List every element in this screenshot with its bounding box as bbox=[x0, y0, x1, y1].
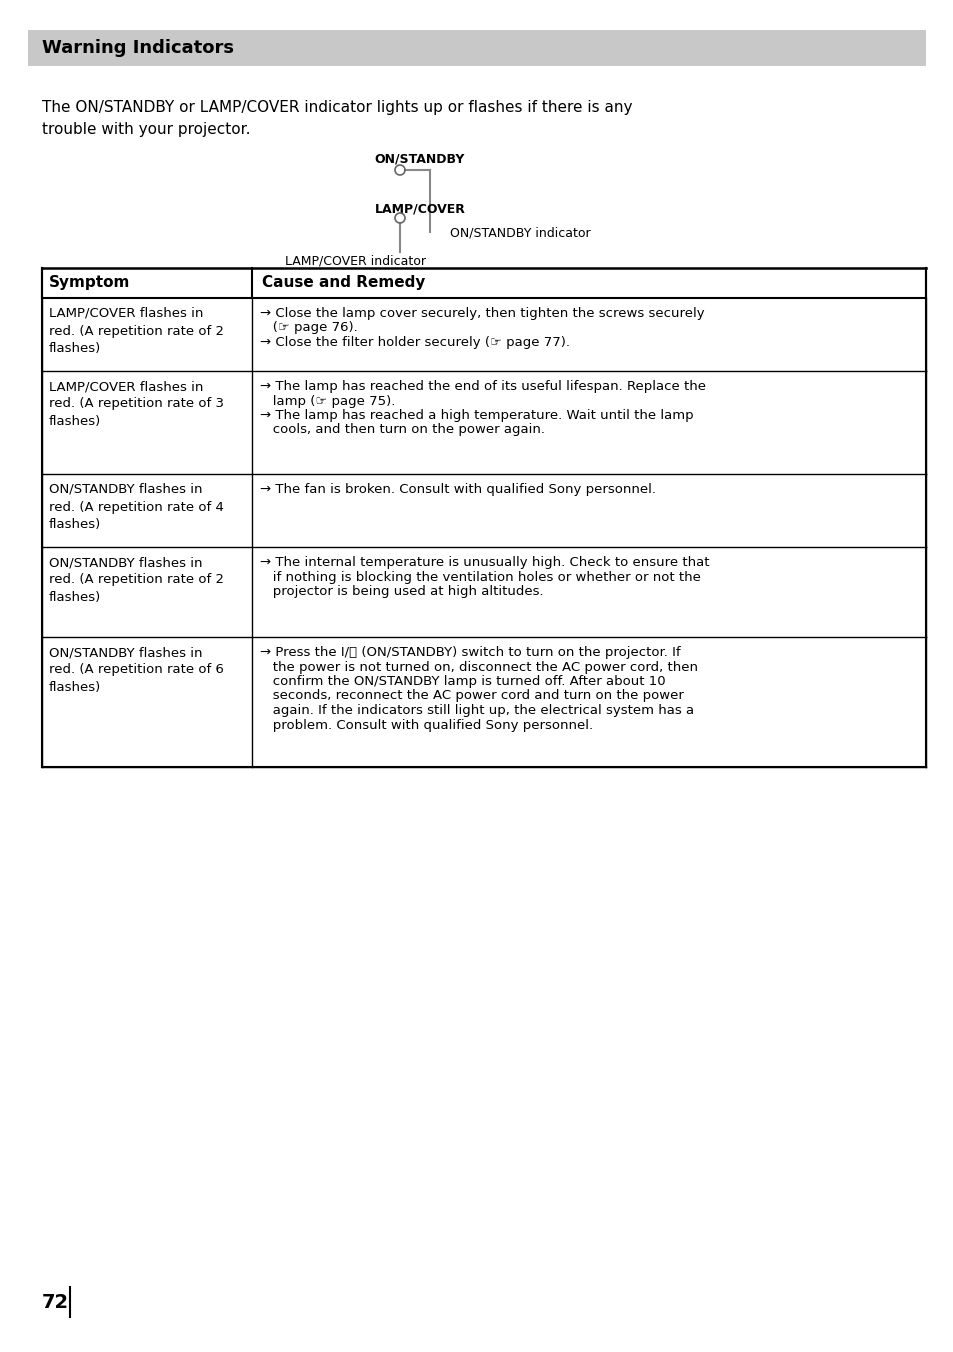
Text: trouble with your projector.: trouble with your projector. bbox=[42, 122, 251, 137]
Text: → The internal temperature is unusually high. Check to ensure that: → The internal temperature is unusually … bbox=[260, 556, 709, 569]
Text: LAMP/COVER indicator: LAMP/COVER indicator bbox=[285, 254, 426, 266]
Text: again. If the indicators still light up, the electrical system has a: again. If the indicators still light up,… bbox=[260, 704, 694, 717]
Text: Symptom: Symptom bbox=[49, 276, 131, 291]
Text: LAMP/COVER flashes in
red. (A repetition rate of 3
flashes): LAMP/COVER flashes in red. (A repetition… bbox=[49, 380, 224, 429]
Text: The ON/STANDBY or LAMP/COVER indicator lights up or flashes if there is any: The ON/STANDBY or LAMP/COVER indicator l… bbox=[42, 100, 632, 115]
Text: LAMP/COVER: LAMP/COVER bbox=[375, 201, 465, 215]
Text: → Press the I/⏻ (ON/STANDBY) switch to turn on the projector. If: → Press the I/⏻ (ON/STANDBY) switch to t… bbox=[260, 646, 679, 658]
Text: LAMP/COVER flashes in
red. (A repetition rate of 2
flashes): LAMP/COVER flashes in red. (A repetition… bbox=[49, 307, 224, 356]
Text: cools, and then turn on the power again.: cools, and then turn on the power again. bbox=[260, 423, 544, 437]
Text: → Close the filter holder securely (☞ page 77).: → Close the filter holder securely (☞ pa… bbox=[260, 337, 569, 349]
Text: lamp (☞ page 75).: lamp (☞ page 75). bbox=[260, 395, 395, 407]
Text: the power is not turned on, disconnect the AC power cord, then: the power is not turned on, disconnect t… bbox=[260, 661, 698, 673]
Text: (☞ page 76).: (☞ page 76). bbox=[260, 322, 357, 334]
Text: → The lamp has reached the end of its useful lifespan. Replace the: → The lamp has reached the end of its us… bbox=[260, 380, 705, 393]
Text: seconds, reconnect the AC power cord and turn on the power: seconds, reconnect the AC power cord and… bbox=[260, 690, 683, 703]
Text: → The fan is broken. Consult with qualified Sony personnel.: → The fan is broken. Consult with qualif… bbox=[260, 483, 656, 496]
Text: → The lamp has reached a high temperature. Wait until the lamp: → The lamp has reached a high temperatur… bbox=[260, 410, 693, 422]
Text: problem. Consult with qualified Sony personnel.: problem. Consult with qualified Sony per… bbox=[260, 718, 593, 731]
Text: confirm the ON/STANDBY lamp is turned off. After about 10: confirm the ON/STANDBY lamp is turned of… bbox=[260, 675, 665, 688]
Text: ON/STANDBY flashes in
red. (A repetition rate of 6
flashes): ON/STANDBY flashes in red. (A repetition… bbox=[49, 646, 224, 694]
Text: Warning Indicators: Warning Indicators bbox=[42, 39, 233, 57]
Text: if nothing is blocking the ventilation holes or whether or not the: if nothing is blocking the ventilation h… bbox=[260, 571, 700, 584]
Text: ON/STANDBY flashes in
red. (A repetition rate of 2
flashes): ON/STANDBY flashes in red. (A repetition… bbox=[49, 556, 224, 604]
Text: projector is being used at high altitudes.: projector is being used at high altitude… bbox=[260, 585, 543, 598]
Text: ON/STANDBY flashes in
red. (A repetition rate of 4
flashes): ON/STANDBY flashes in red. (A repetition… bbox=[49, 483, 224, 531]
Bar bbox=[28, 30, 925, 66]
Text: 72: 72 bbox=[42, 1293, 69, 1311]
Text: Cause and Remedy: Cause and Remedy bbox=[262, 276, 425, 291]
Text: ON/STANDBY: ON/STANDBY bbox=[375, 151, 465, 165]
Text: ON/STANDBY indicator: ON/STANDBY indicator bbox=[450, 227, 590, 241]
Text: → Close the lamp cover securely, then tighten the screws securely: → Close the lamp cover securely, then ti… bbox=[260, 307, 704, 320]
